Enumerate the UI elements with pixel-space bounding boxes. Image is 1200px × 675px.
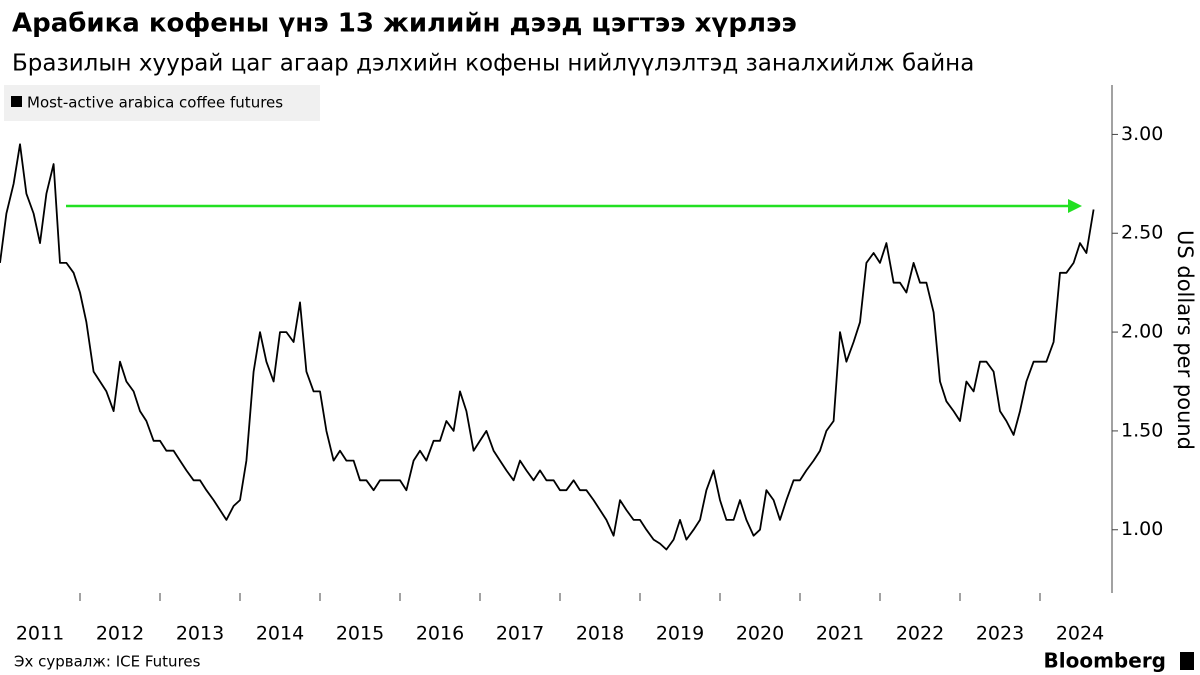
y-tick-label: 2.00 <box>1121 321 1163 343</box>
x-tick-label: 2022 <box>896 623 944 645</box>
x-tick-label: 2019 <box>656 623 704 645</box>
legend-label: Most-active arabica coffee futures <box>27 94 283 112</box>
x-tick-label: 2018 <box>576 623 624 645</box>
x-tick-label: 2017 <box>496 623 544 645</box>
x-tick-label: 2021 <box>816 623 864 645</box>
chart-title: Арабика кофены үнэ 13 жилийн дээд цэгтээ… <box>12 9 797 39</box>
x-tick-label: 2024 <box>1056 623 1104 645</box>
x-tick-label: 2014 <box>256 623 304 645</box>
x-tick-label: 2013 <box>176 623 224 645</box>
x-tick-label: 2016 <box>416 623 464 645</box>
source: Эх сурвалж: ICE Futures <box>14 653 201 671</box>
y-tick-label: 2.50 <box>1121 222 1163 244</box>
legend-swatch <box>11 96 22 107</box>
chart-subtitle: Бразилын хуурай цаг агаар дэлхийн кофены… <box>12 51 974 77</box>
y-tick-label: 1.50 <box>1121 419 1163 441</box>
series-line <box>0 143 1095 551</box>
legend-box <box>4 85 320 121</box>
x-tick-label: 2015 <box>336 623 384 645</box>
brand: Bloomberg <box>1044 649 1166 673</box>
x-tick-label: 2012 <box>96 623 144 645</box>
brand-icon <box>1180 652 1194 670</box>
y-tick-label: 3.00 <box>1121 123 1163 145</box>
x-tick-label: 2011 <box>16 623 64 645</box>
x-tick-label: 2020 <box>736 623 784 645</box>
y-axis-label: US dollars per pound <box>1173 230 1197 450</box>
y-tick-label: 1.00 <box>1121 518 1163 540</box>
x-tick-label: 2023 <box>976 623 1024 645</box>
annotation-arrowhead <box>1068 199 1082 213</box>
